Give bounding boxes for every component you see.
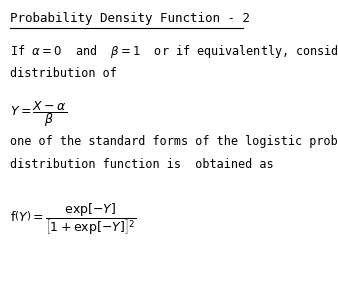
Text: $Y = \dfrac{X - \alpha}{\beta}$: $Y = \dfrac{X - \alpha}{\beta}$ [10,99,67,129]
Text: Probability Density Function - 2: Probability Density Function - 2 [10,12,250,25]
Text: distribution function is  obtained as: distribution function is obtained as [10,158,274,171]
Text: $\mathrm{f}\left(Y\right) = \dfrac{\exp[-Y]}{\left[1+\exp[-Y]\right]^{2}}$: $\mathrm{f}\left(Y\right) = \dfrac{\exp[… [10,201,137,237]
Text: If $\alpha = 0$  and  $\beta = 1$  or if equivalently, considering the: If $\alpha = 0$ and $\beta = 1$ or if eq… [10,43,338,60]
Text: one of the standard forms of the logistic probability: one of the standard forms of the logisti… [10,135,338,148]
Text: distribution of: distribution of [10,67,117,80]
